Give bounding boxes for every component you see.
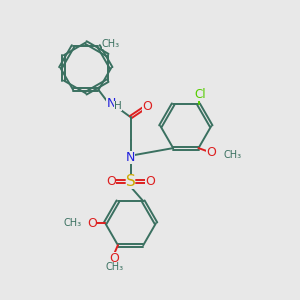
Text: S: S	[126, 174, 136, 189]
Text: O: O	[109, 252, 119, 265]
Text: CH₃: CH₃	[106, 262, 124, 272]
Text: CH₃: CH₃	[102, 39, 120, 50]
Text: H: H	[114, 101, 122, 111]
Text: N: N	[126, 151, 135, 164]
Text: CH₃: CH₃	[223, 150, 241, 160]
Text: O: O	[206, 146, 216, 159]
Text: N: N	[106, 97, 116, 110]
Text: O: O	[87, 217, 97, 230]
Text: O: O	[142, 100, 152, 113]
Text: CH₃: CH₃	[64, 218, 82, 228]
Text: O: O	[145, 175, 155, 188]
Text: O: O	[106, 175, 116, 188]
Text: Cl: Cl	[194, 88, 206, 101]
